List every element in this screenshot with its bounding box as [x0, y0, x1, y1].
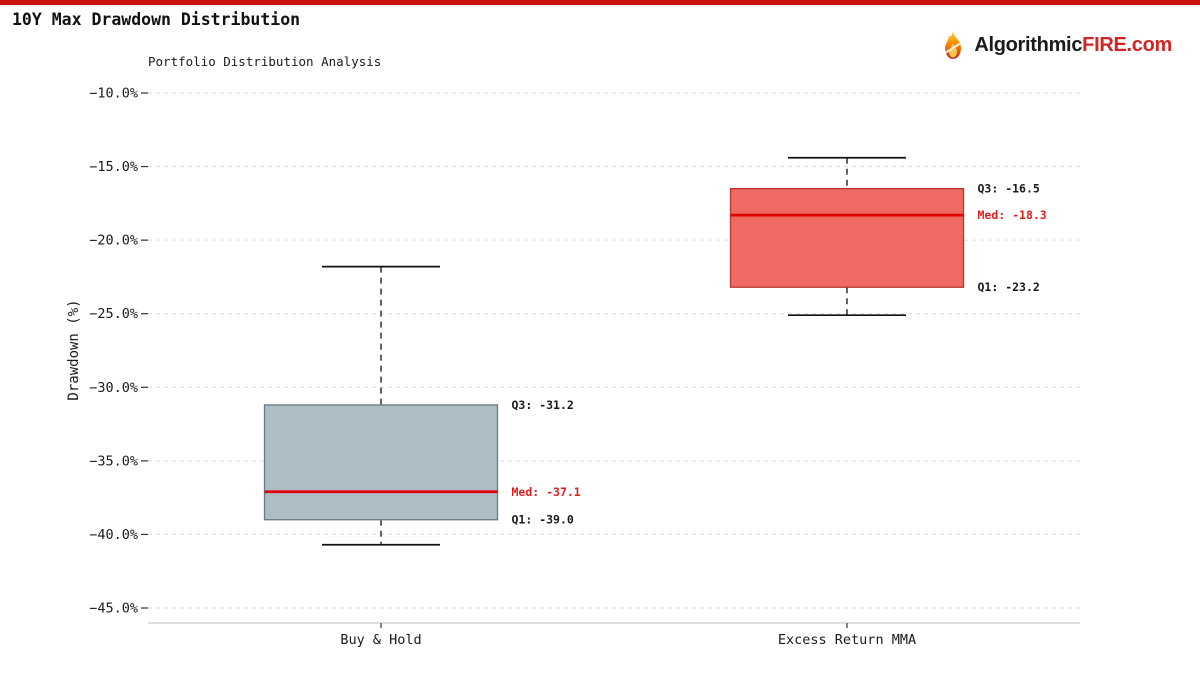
boxplot-chart: −10.0% −15.0% −20.0% −25.0% −30.0% −35.0% −40.… [0, 40, 1200, 700]
y-tick-label: −20.0% [89, 233, 138, 249]
y-tick-label: −45.0% [89, 601, 138, 617]
logo-text-black: Algorithmic [974, 34, 1083, 56]
annotation-q3: Q3: -16.5 [978, 182, 1040, 196]
annotation-q1: Q1: -23.2 [978, 280, 1040, 294]
box-rect [263, 404, 499, 521]
category-label: Buy & Hold [340, 632, 421, 648]
y-tick-label: −10.0% [89, 86, 138, 102]
annotation-med: Med: -37.1 [512, 485, 581, 499]
y-tick-label: −30.0% [89, 380, 138, 396]
y-axis-label: Drawdown (%) [66, 299, 82, 400]
boxplot-svg: −10.0% −15.0% −20.0% −25.0% −30.0% −35.0% −40.… [66, 54, 1080, 648]
y-tick-label: −40.0% [89, 527, 138, 543]
chart-title: Portfolio Distribution Analysis [148, 54, 381, 69]
top-accent-bar [0, 0, 1200, 5]
logo[interactable]: AlgorithmicFIRE.com [939, 30, 1172, 61]
y-tick-label: −15.0% [89, 159, 138, 175]
logo-text: AlgorithmicFIRE.com [974, 34, 1172, 57]
annotation-q3: Q3: -31.2 [512, 398, 574, 412]
y-tick-label: −25.0% [89, 306, 138, 322]
category-label: Excess Return MMA [778, 632, 916, 648]
annotation-q1: Q1: -39.0 [512, 513, 574, 527]
annotation-med: Med: -18.3 [978, 208, 1047, 222]
flame-icon [944, 31, 962, 59]
logo-text-red: FIRE.com [1082, 34, 1172, 56]
box-rect [729, 187, 965, 288]
page-title: 10Y Max Drawdown Distribution [12, 10, 301, 29]
y-tick-label: −35.0% [89, 453, 138, 469]
